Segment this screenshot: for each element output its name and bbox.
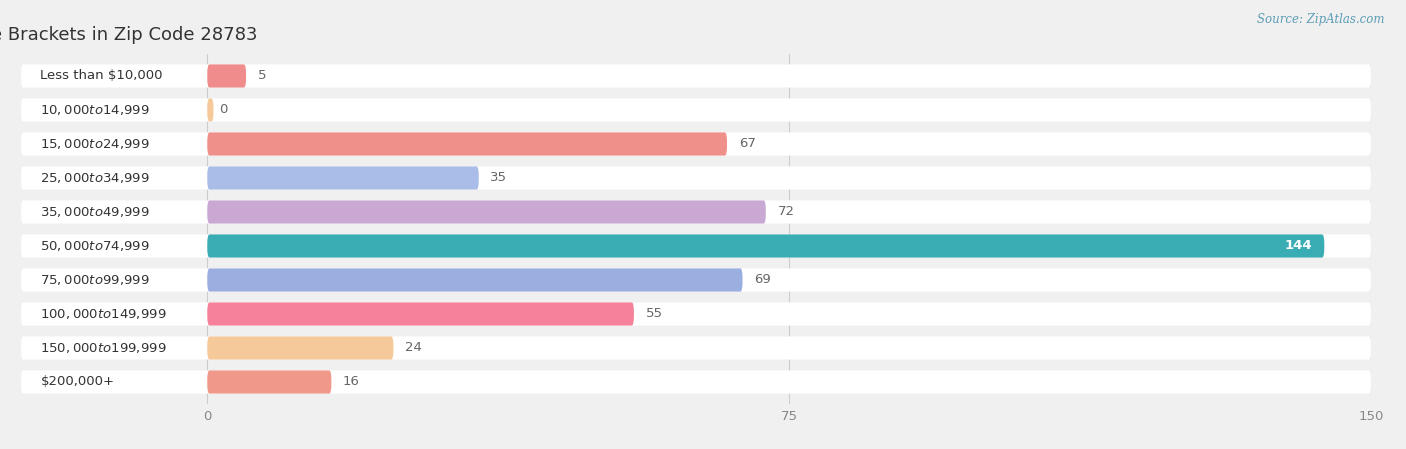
Text: 67: 67	[738, 137, 755, 150]
Text: Source: ZipAtlas.com: Source: ZipAtlas.com	[1257, 13, 1385, 26]
FancyBboxPatch shape	[21, 64, 1371, 88]
FancyBboxPatch shape	[207, 370, 332, 394]
FancyBboxPatch shape	[207, 64, 246, 88]
Text: 0: 0	[219, 103, 228, 116]
Text: 16: 16	[343, 375, 360, 388]
Text: 55: 55	[645, 308, 662, 321]
Text: $100,000 to $149,999: $100,000 to $149,999	[41, 307, 167, 321]
Text: $50,000 to $74,999: $50,000 to $74,999	[41, 239, 150, 253]
FancyBboxPatch shape	[21, 370, 1371, 394]
FancyBboxPatch shape	[207, 167, 479, 189]
Text: 69: 69	[754, 273, 770, 286]
Text: 72: 72	[778, 206, 794, 219]
Text: $75,000 to $99,999: $75,000 to $99,999	[41, 273, 150, 287]
Text: $35,000 to $49,999: $35,000 to $49,999	[41, 205, 150, 219]
FancyBboxPatch shape	[21, 167, 1371, 189]
FancyBboxPatch shape	[207, 303, 634, 326]
Text: $15,000 to $24,999: $15,000 to $24,999	[41, 137, 150, 151]
FancyBboxPatch shape	[21, 200, 1371, 224]
Text: 5: 5	[257, 70, 266, 83]
Text: $10,000 to $14,999: $10,000 to $14,999	[41, 103, 150, 117]
Text: Less than $10,000: Less than $10,000	[41, 70, 163, 83]
FancyBboxPatch shape	[21, 234, 1371, 258]
FancyBboxPatch shape	[207, 98, 214, 122]
Text: 35: 35	[491, 172, 508, 185]
FancyBboxPatch shape	[207, 234, 1324, 258]
Text: $200,000+: $200,000+	[41, 375, 114, 388]
Text: Household Income Brackets in Zip Code 28783: Household Income Brackets in Zip Code 28…	[0, 26, 257, 44]
FancyBboxPatch shape	[21, 98, 1371, 122]
FancyBboxPatch shape	[207, 132, 727, 155]
FancyBboxPatch shape	[21, 303, 1371, 326]
FancyBboxPatch shape	[21, 269, 1371, 291]
Text: $150,000 to $199,999: $150,000 to $199,999	[41, 341, 167, 355]
FancyBboxPatch shape	[207, 269, 742, 291]
FancyBboxPatch shape	[207, 200, 766, 224]
Text: 24: 24	[405, 342, 422, 355]
FancyBboxPatch shape	[207, 336, 394, 360]
Text: 144: 144	[1285, 239, 1313, 252]
FancyBboxPatch shape	[21, 336, 1371, 360]
FancyBboxPatch shape	[21, 132, 1371, 155]
Text: $25,000 to $34,999: $25,000 to $34,999	[41, 171, 150, 185]
